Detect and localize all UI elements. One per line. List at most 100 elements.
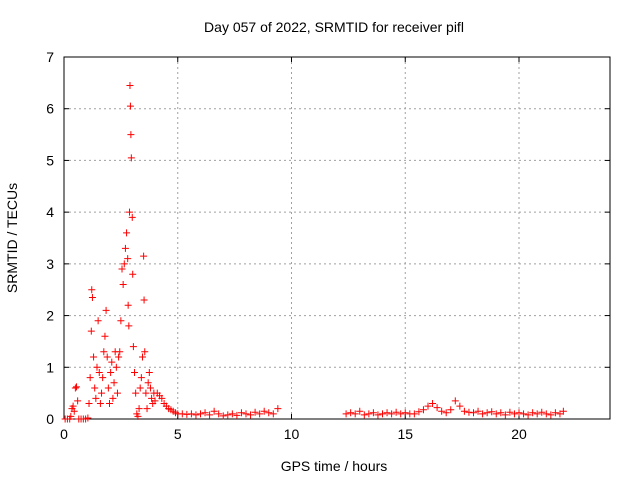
data-point bbox=[356, 407, 364, 415]
data-point bbox=[429, 399, 437, 407]
y-tick-label: 4 bbox=[46, 204, 54, 220]
data-point bbox=[547, 411, 555, 419]
data-point bbox=[424, 402, 432, 410]
x-tick-label: 15 bbox=[397, 426, 413, 442]
plot-frame bbox=[63, 56, 611, 420]
data-point bbox=[91, 384, 99, 392]
data-point bbox=[533, 410, 541, 418]
data-point bbox=[510, 410, 518, 418]
data-point bbox=[474, 407, 482, 415]
data-point bbox=[99, 374, 107, 382]
data-point bbox=[392, 408, 400, 416]
data-point bbox=[116, 348, 124, 356]
data-point bbox=[131, 368, 139, 376]
y-tick-label: 5 bbox=[46, 152, 54, 168]
data-point bbox=[183, 410, 191, 418]
data-point bbox=[98, 389, 106, 397]
x-tick-label: 0 bbox=[60, 426, 68, 442]
data-point bbox=[470, 409, 477, 417]
data-point bbox=[102, 306, 110, 314]
data-point bbox=[415, 408, 423, 416]
data-point bbox=[113, 389, 121, 397]
data-point bbox=[86, 374, 94, 382]
data-point bbox=[506, 408, 514, 416]
data-point bbox=[124, 301, 132, 309]
y-tick-label: 3 bbox=[46, 256, 54, 272]
data-point bbox=[187, 410, 195, 418]
data-point bbox=[206, 411, 214, 419]
grid bbox=[64, 57, 610, 419]
data-point bbox=[365, 410, 373, 418]
data-point bbox=[126, 81, 134, 89]
data-point bbox=[117, 317, 125, 325]
chart-title: Day 057 of 2022, SRMTID for receiver pif… bbox=[204, 19, 464, 35]
data-point bbox=[118, 265, 126, 273]
data-point bbox=[465, 408, 473, 416]
data-point bbox=[127, 131, 135, 139]
data-point bbox=[219, 412, 227, 420]
data-point bbox=[542, 410, 550, 418]
data-point bbox=[515, 409, 523, 417]
data-point bbox=[483, 409, 491, 417]
data-point bbox=[121, 244, 129, 252]
data-point bbox=[251, 408, 259, 416]
data-point bbox=[115, 353, 123, 361]
x-axis-label: GPS time / hours bbox=[281, 458, 388, 474]
data-point bbox=[140, 252, 148, 260]
data-point bbox=[501, 411, 509, 419]
data-point bbox=[256, 410, 264, 418]
x-ticks: 0 5 10 15 20 bbox=[60, 57, 527, 442]
y-tick-label: 6 bbox=[46, 101, 54, 117]
data-point bbox=[538, 408, 546, 416]
data-points bbox=[61, 81, 567, 423]
data-point bbox=[401, 409, 409, 417]
y-tick-label: 1 bbox=[46, 359, 54, 375]
data-point bbox=[215, 410, 223, 418]
data-point bbox=[192, 411, 200, 419]
data-point bbox=[419, 406, 427, 414]
data-point bbox=[94, 317, 102, 325]
data-point bbox=[124, 255, 132, 263]
data-point bbox=[247, 411, 255, 419]
data-point bbox=[145, 368, 153, 376]
data-point bbox=[92, 394, 100, 402]
data-point bbox=[125, 322, 133, 330]
data-point bbox=[178, 410, 186, 418]
data-point bbox=[388, 410, 396, 418]
data-point bbox=[110, 379, 118, 387]
data-point bbox=[233, 411, 241, 419]
data-point bbox=[107, 368, 115, 376]
data-point bbox=[69, 402, 77, 410]
data-point bbox=[551, 409, 559, 417]
data-point bbox=[242, 410, 250, 418]
data-point bbox=[123, 229, 131, 237]
data-point bbox=[90, 353, 98, 361]
data-point bbox=[347, 409, 355, 417]
data-point bbox=[158, 394, 166, 402]
data-point bbox=[460, 407, 468, 415]
data-point bbox=[87, 327, 95, 335]
data-point bbox=[524, 411, 532, 419]
data-point bbox=[479, 410, 487, 418]
data-point bbox=[140, 296, 148, 304]
data-point bbox=[274, 405, 282, 413]
data-point bbox=[88, 293, 96, 301]
data-point bbox=[126, 102, 134, 110]
data-point bbox=[138, 353, 146, 361]
x-tick-label: 10 bbox=[284, 426, 300, 442]
data-point bbox=[379, 410, 386, 418]
y-ticks: 0 1 2 3 4 5 6 7 bbox=[46, 49, 610, 427]
data-point bbox=[269, 410, 277, 418]
data-point bbox=[129, 343, 137, 351]
y-tick-label: 0 bbox=[46, 411, 54, 427]
data-point bbox=[74, 397, 82, 405]
data-point bbox=[71, 384, 79, 392]
data-point bbox=[447, 406, 455, 414]
data-point bbox=[201, 409, 209, 417]
data-point bbox=[137, 374, 145, 382]
data-point bbox=[488, 408, 496, 416]
y-axis-label: SRMTID / TECUs bbox=[4, 183, 20, 293]
data-point bbox=[433, 404, 441, 412]
data-point bbox=[112, 363, 120, 371]
data-point bbox=[146, 384, 154, 392]
